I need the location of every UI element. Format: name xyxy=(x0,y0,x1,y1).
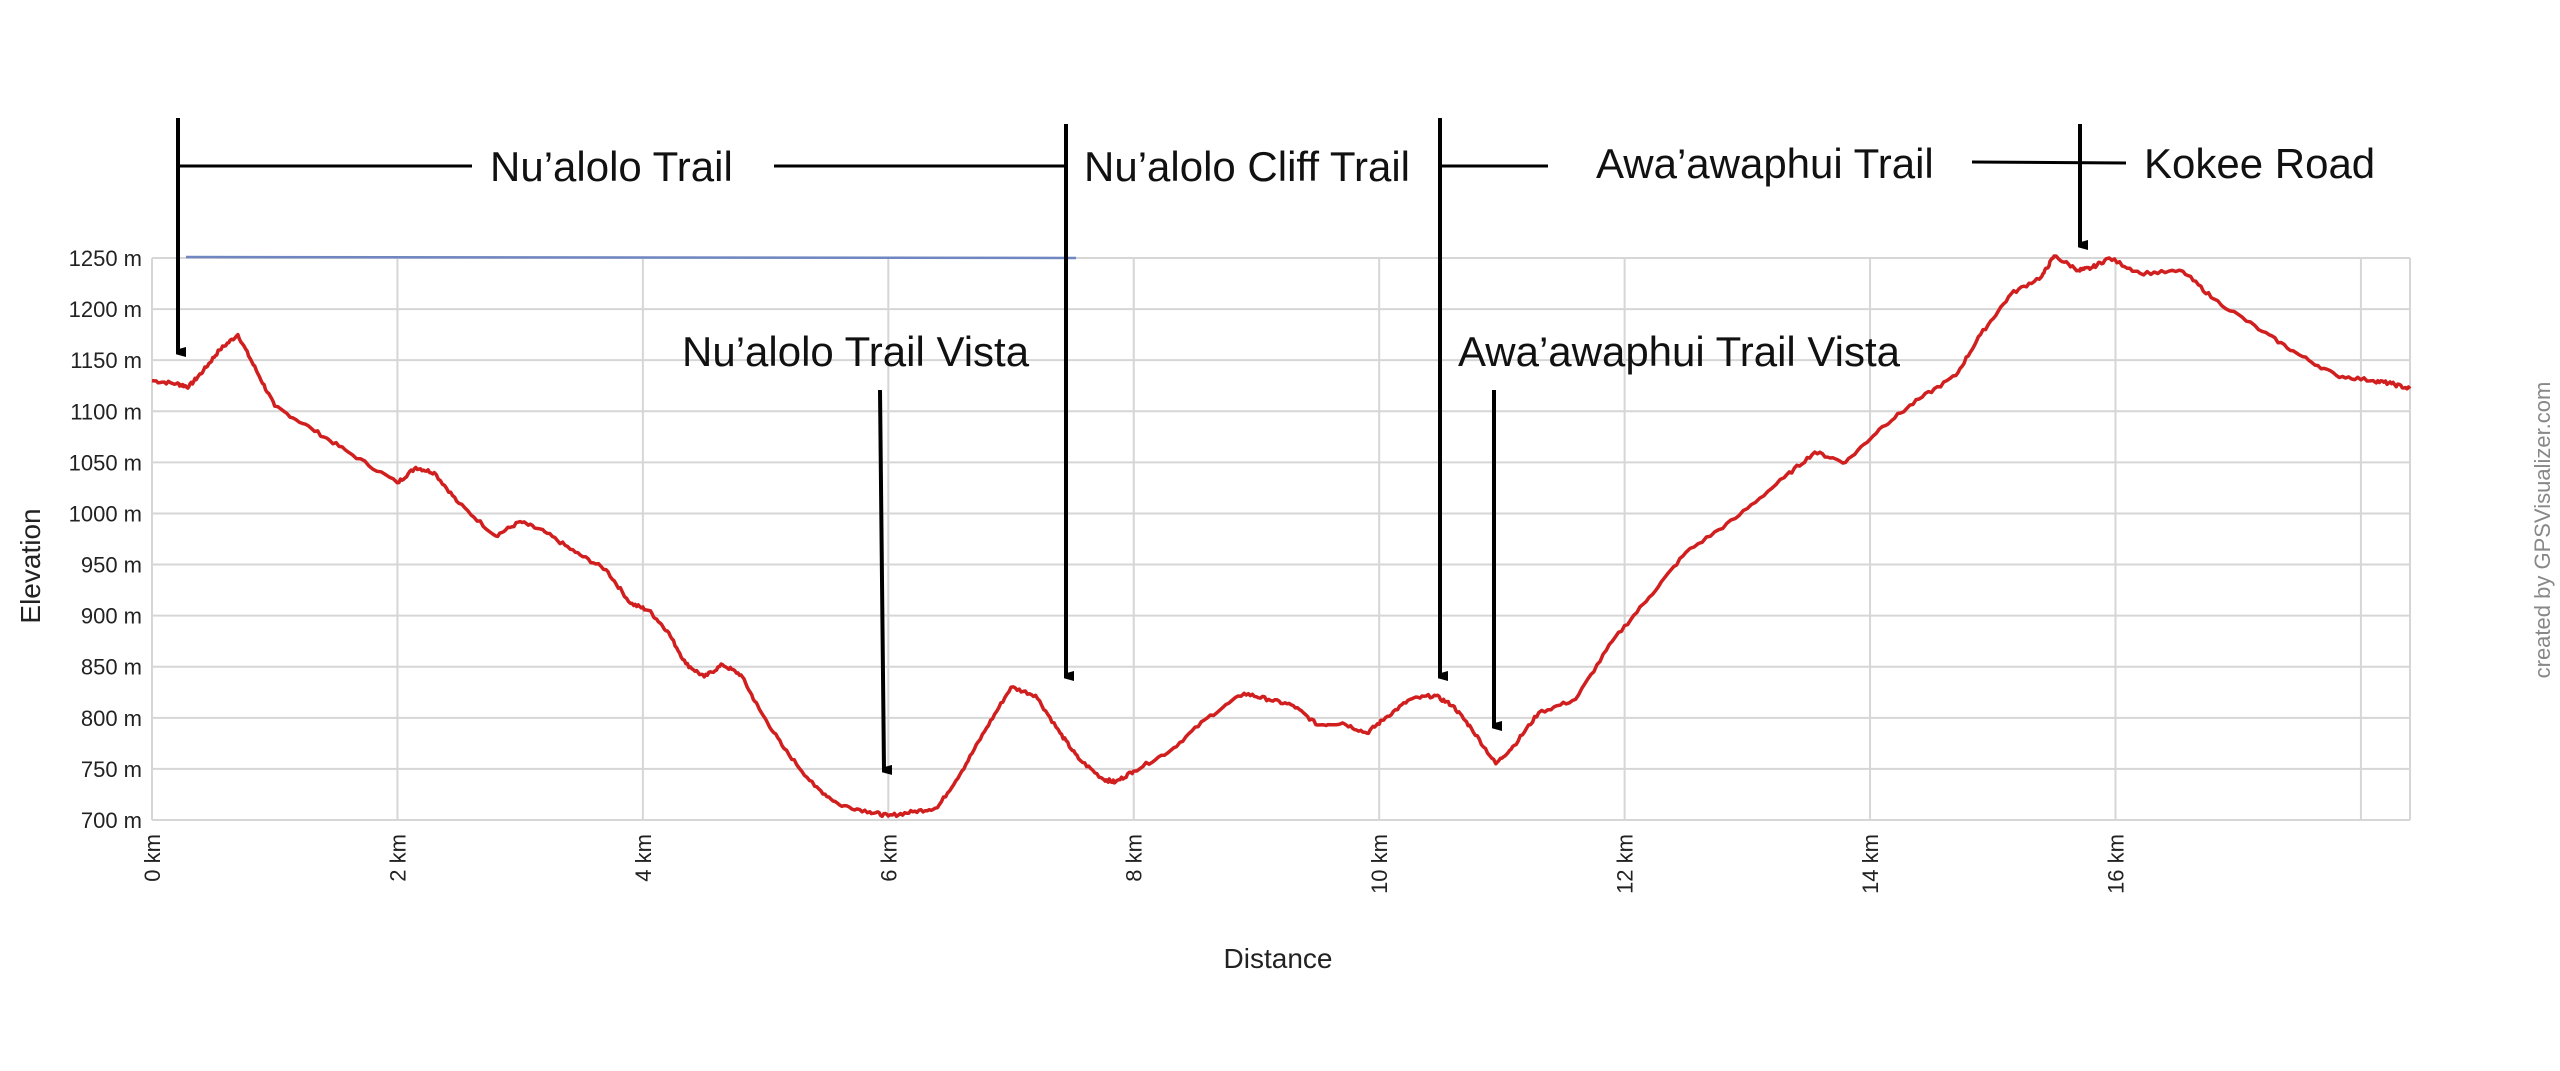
x-tick-label: 0 km xyxy=(140,834,165,882)
x-tick-label: 8 km xyxy=(1122,834,1147,882)
y-tick-label: 1200 m xyxy=(69,297,142,322)
y-tick-label: 1050 m xyxy=(69,450,142,475)
x-tick-label: 10 km xyxy=(1367,834,1392,894)
annotation-arrows xyxy=(176,118,2080,770)
x-tick-label: 14 km xyxy=(1858,834,1883,894)
blue-reference-line xyxy=(185,255,1077,260)
y-axis-title: Elevation xyxy=(15,508,46,623)
x-tick-label: 2 km xyxy=(385,834,410,882)
y-tick-label: 850 m xyxy=(81,655,142,680)
annotation-awaawaphui-trail: Awa’awaphui Trail xyxy=(1596,140,1934,187)
credit-text: created by GPSVisualizer.com xyxy=(2530,382,2555,679)
annotation-nualolo-trail-vista: Nu’alolo Trail Vista xyxy=(682,328,1030,375)
annotation-connectors xyxy=(178,160,2127,168)
awaawaphui-kokee-connector xyxy=(1971,160,2127,165)
y-tick-label: 800 m xyxy=(81,706,142,731)
y-tick-label: 1250 m xyxy=(69,246,142,271)
y-tick-label: 1000 m xyxy=(69,501,142,526)
x-axis-ticks: 0 km 2 km 4 km 6 km 8 km 10 km 12 km 14 km 16 km xyxy=(140,834,2128,894)
y-tick-label: 1150 m xyxy=(70,348,142,373)
annotation-kokee-road: Kokee Road xyxy=(2144,140,2375,187)
y-tick-label: 750 m xyxy=(81,757,142,782)
annotation-nualolo-cliff-trail: Nu’alolo Cliff Trail xyxy=(1084,143,1410,190)
y-tick-label: 700 m xyxy=(81,808,142,833)
y-tick-label: 950 m xyxy=(81,553,142,578)
elevation-series-line xyxy=(151,254,2412,819)
y-tick-label: 900 m xyxy=(81,604,142,629)
x-axis-title: Distance xyxy=(1224,943,1333,974)
x-tick-label: 16 km xyxy=(2103,834,2128,894)
x-tick-label: 4 km xyxy=(631,834,656,882)
y-axis-ticks: 700 m 750 m 800 m 850 m 900 m 950 m 1000 m 1050… xyxy=(69,246,142,833)
annotation-awaawaphui-trail-vista: Awa’awaphui Trail Vista xyxy=(1458,328,1901,375)
annotation-nualolo-trail: Nu’alolo Trail xyxy=(490,143,733,190)
x-tick-label: 6 km xyxy=(876,834,901,882)
grid xyxy=(151,257,2411,821)
nualolo-vista-arrow xyxy=(878,389,884,770)
x-tick-label: 12 km xyxy=(1613,834,1638,894)
y-tick-label: 1100 m xyxy=(70,399,142,424)
